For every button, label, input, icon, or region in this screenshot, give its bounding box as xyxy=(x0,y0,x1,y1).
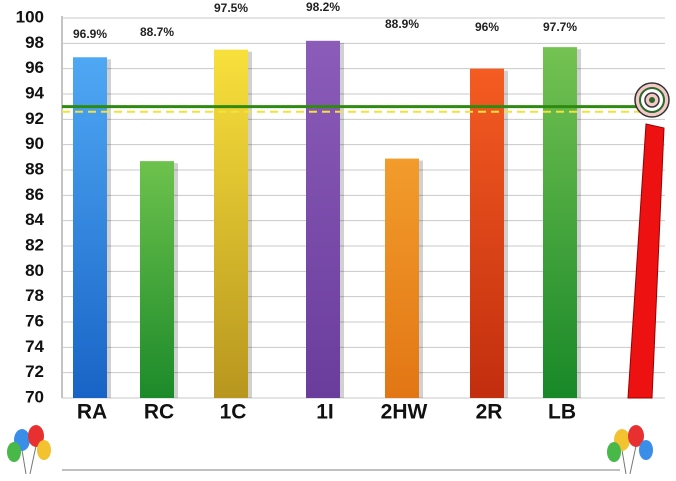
bar xyxy=(543,47,577,399)
value-label: 96% xyxy=(475,20,499,34)
x-tick-label: RC xyxy=(144,401,174,424)
value-label: 96.9% xyxy=(73,27,107,41)
value-label: 98.2% xyxy=(306,0,340,14)
y-tick-label: 72 xyxy=(25,362,44,381)
y-tick-label: 100 xyxy=(16,7,44,26)
bar xyxy=(214,49,248,399)
balloons-right xyxy=(607,425,653,475)
value-label: 97.5% xyxy=(214,1,248,15)
bar xyxy=(140,161,174,398)
x-tick-label: RA xyxy=(77,401,107,424)
value-label: 88.9% xyxy=(385,17,419,31)
y-tick-label: 74 xyxy=(25,337,44,356)
x-tick-label: 2R xyxy=(476,401,503,424)
value-label: 88.7% xyxy=(140,25,174,39)
y-tick-label: 70 xyxy=(25,387,44,406)
balloons-left xyxy=(7,425,51,475)
y-tick-label: 86 xyxy=(25,185,44,204)
target-icon xyxy=(634,82,670,118)
y-tick-label: 88 xyxy=(25,159,44,178)
y-tick-label: 76 xyxy=(25,311,44,330)
y-tick-label: 98 xyxy=(25,33,44,52)
y-tick-label: 90 xyxy=(25,134,44,153)
y-tick-label: 82 xyxy=(25,235,44,254)
x-tick-label: 2HW xyxy=(381,401,428,424)
bar xyxy=(470,68,504,399)
plot: 70 72 74 76 78 80 82 84 86 88 90 92 94 96 98 100 96.9% RA… xyxy=(16,0,665,424)
arrow-bar xyxy=(627,123,665,399)
bar xyxy=(385,158,419,398)
y-tick-label: 96 xyxy=(25,58,44,77)
y-tick-label: 84 xyxy=(25,210,44,229)
bar xyxy=(73,57,107,399)
y-tick-label: 94 xyxy=(25,83,44,102)
x-tick-label: LB xyxy=(548,401,576,424)
y-tick-label: 78 xyxy=(25,286,44,305)
bar xyxy=(306,40,340,399)
y-tick-label: 80 xyxy=(25,261,44,280)
x-tick-label: 1I xyxy=(316,401,334,424)
y-tick-label: 92 xyxy=(25,109,44,128)
value-label: 97.7% xyxy=(543,20,577,34)
x-tick-label: 1C xyxy=(220,401,247,424)
